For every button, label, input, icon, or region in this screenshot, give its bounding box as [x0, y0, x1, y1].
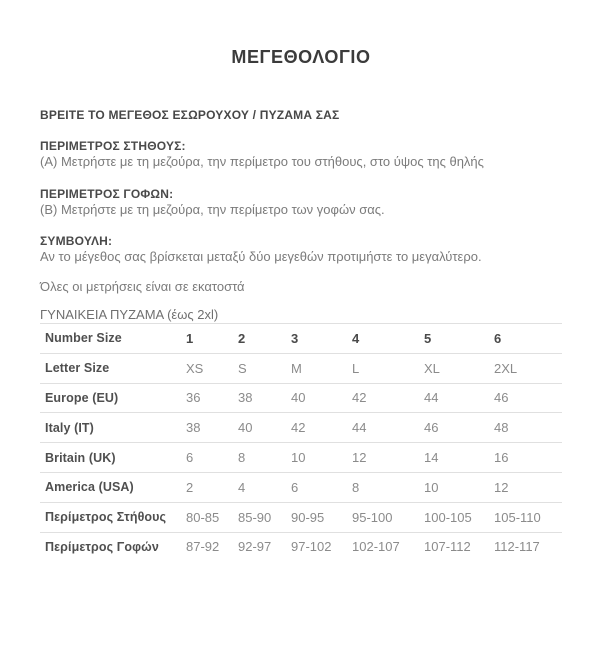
find-size-heading: ΒΡΕΙΤΕ ΤΟ ΜΕΓΕΘΟΣ ΕΣΩΡΟΥΧΟΥ / ΠΥΖΑΜΑ ΣΑΣ [40, 108, 340, 122]
size-table-row: Britain (UK) 6 8 10 12 14 16 [40, 442, 562, 473]
tip-instructions: Αν το μέγεθος σας βρίσκεται μεταξύ δύο μ… [40, 249, 482, 264]
size-cell: 10 [419, 471, 489, 503]
size-cell: 6 [286, 471, 347, 503]
size-cell: 3 [291, 330, 299, 346]
size-table-row: Number Size 1 2 3 4 5 6 [40, 324, 562, 354]
size-cell: 6 [494, 330, 502, 346]
hip-circumference-instructions: (Β) Μετρήστε με τη μεζούρα, την περίμετρ… [40, 202, 385, 217]
size-cell: 6 [181, 442, 233, 473]
size-cell: 40 [233, 412, 286, 443]
size-cell: 8 [233, 442, 286, 473]
size-row-label: Europe (EU) [40, 382, 181, 413]
size-cell: XL [419, 352, 489, 384]
size-cell: 5 [424, 330, 432, 346]
size-guide-page: ΜΕΓΕΘΟΛΟΓΙΟ ΒΡΕΙΤΕ ΤΟ ΜΕΓΕΘΟΣ ΕΣΩΡΟΥΧΟΥ … [0, 47, 600, 562]
size-cell: L [347, 352, 419, 384]
size-cell: 2 [181, 471, 233, 503]
size-cell: 4 [233, 471, 286, 503]
size-row-label: Britain (UK) [40, 442, 181, 473]
size-table-row: Περίμετρος Στήθους 80-85 85-90 90-95 95-100… [40, 501, 562, 533]
size-cell: 105-110 [489, 501, 562, 533]
size-cell: 44 [347, 412, 419, 443]
size-cell: 40 [286, 382, 347, 413]
size-cell: 42 [347, 382, 419, 413]
size-table-row: Letter Size XS S M L XL 2XL [40, 352, 562, 384]
size-cell: 48 [489, 412, 562, 443]
size-cell: 92-97 [233, 531, 286, 562]
size-cell: 42 [286, 412, 347, 443]
size-cell: 12 [347, 442, 419, 473]
size-cell: 44 [419, 382, 489, 413]
size-cell: 100-105 [419, 501, 489, 533]
size-cell: 38 [181, 412, 233, 443]
size-cell: 87-92 [181, 531, 233, 562]
tip-heading: ΣΥΜΒΟΥΛΗ: [40, 234, 113, 248]
size-cell: 4 [352, 330, 360, 346]
size-cell: 112-117 [489, 531, 562, 562]
size-row-label: Number Size [45, 331, 122, 346]
size-row-label: America (USA) [40, 471, 181, 503]
size-row-label: Περίμετρος Γοφών [40, 531, 181, 562]
measurements-unit-note: Όλες οι μετρήσεις είναι σε εκατοστά [40, 279, 245, 294]
size-row-label: Letter Size [40, 352, 181, 384]
size-cell: 107-112 [419, 531, 489, 562]
size-cell: M [286, 352, 347, 384]
size-cell: 102-107 [347, 531, 419, 562]
size-cell: 2 [238, 330, 246, 346]
section-chest-circumference: ΠΕΡΙΜΕΤΡΟΣ ΣΤΗΘΟΥΣ: (Α) Μετρήστε με τη μ… [40, 138, 562, 170]
size-table-caption: ΓΥΝΑΙΚΕΙΑ ΠΥΖΑΜΑ (έως 2xl) [40, 307, 219, 322]
size-cell: 90-95 [286, 501, 347, 533]
size-table-row: Italy (IT) 38 40 42 44 46 48 [40, 412, 562, 443]
size-cell: 46 [419, 412, 489, 443]
size-cell: S [233, 352, 286, 384]
size-cell: 38 [233, 382, 286, 413]
size-cell: 8 [347, 471, 419, 503]
size-cell: 1 [186, 330, 194, 346]
section-tip: ΣΥΜΒΟΥΛΗ: Αν το μέγεθος σας βρίσκεται με… [40, 233, 562, 265]
size-cell: 14 [419, 442, 489, 473]
size-cell: 12 [489, 471, 562, 503]
size-table-row: Περίμετρος Γοφών 87-92 92-97 97-102 102-107… [40, 531, 562, 562]
size-row-label: Περίμετρος Στήθους [40, 501, 181, 533]
size-cell: 46 [489, 382, 562, 413]
size-table-row: Europe (EU) 36 38 40 42 44 46 [40, 382, 562, 413]
hip-circumference-heading: ΠΕΡΙΜΕΤΡΟΣ ΓΟΦΩΝ: [40, 187, 174, 201]
chest-circumference-heading: ΠΕΡΙΜΕΤΡΟΣ ΣΤΗΘΟΥΣ: [40, 139, 186, 153]
size-cell: 97-102 [286, 531, 347, 562]
chest-circumference-instructions: (Α) Μετρήστε με τη μεζούρα, την περίμετρ… [40, 154, 484, 169]
size-cell: 95-100 [347, 501, 419, 533]
size-table-row: America (USA) 2 4 6 8 10 12 [40, 471, 562, 503]
size-cell: XS [181, 352, 233, 384]
page-title: ΜΕΓΕΘΟΛΟΓΙΟ [231, 47, 371, 67]
size-cell: 2XL [489, 352, 562, 384]
size-cell: 85-90 [233, 501, 286, 533]
size-cell: 36 [181, 382, 233, 413]
section-hip-circumference: ΠΕΡΙΜΕΤΡΟΣ ΓΟΦΩΝ: (Β) Μετρήστε με τη μεζ… [40, 186, 562, 218]
size-row-label: Italy (IT) [40, 412, 181, 443]
size-cell: 10 [286, 442, 347, 473]
size-cell: 16 [489, 442, 562, 473]
size-cell: 80-85 [181, 501, 233, 533]
